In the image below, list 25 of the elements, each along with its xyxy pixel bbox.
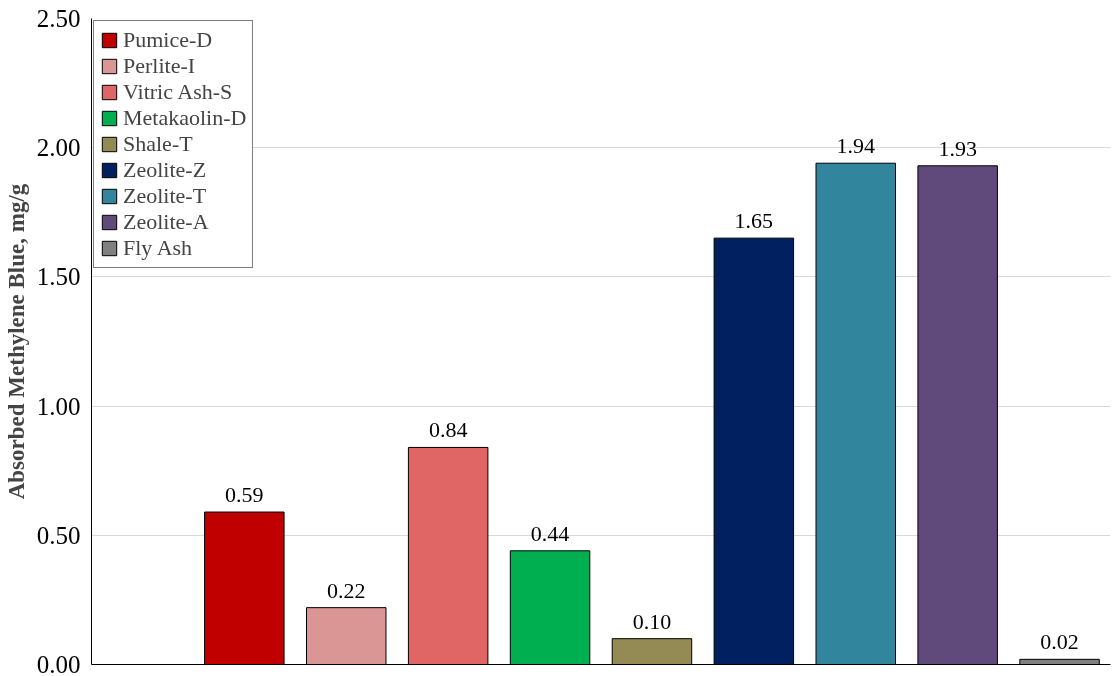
- legend-label: Pumice-D: [123, 27, 213, 53]
- y-tick-label: 0.00: [36, 651, 81, 676]
- legend-label: Zeolite-A: [123, 209, 209, 235]
- data-label: 0.84: [428, 417, 468, 443]
- legend-label: Zeolite-T: [123, 183, 207, 209]
- legend-label: Perlite-I: [123, 53, 196, 79]
- legend-label: Vitric Ash-S: [123, 79, 233, 105]
- legend-label: Metakaolin-D: [123, 105, 247, 131]
- legend-label: Zeolite-Z: [123, 157, 207, 183]
- data-label: 0.44: [530, 520, 570, 546]
- data-label: 0.02: [1040, 629, 1079, 655]
- legend-label: Shale-T: [123, 131, 193, 157]
- y-tick-label: 1.00: [36, 392, 81, 420]
- data-label: 0.59: [225, 482, 264, 508]
- data-label: 1.93: [938, 135, 977, 161]
- y-axis-title: Absorbed Methylene Blue, mg/g: [3, 183, 29, 500]
- legend-label: Fly Ash: [123, 235, 193, 261]
- y-tick-label: 2.50: [36, 5, 81, 32]
- y-tick-label: 1.50: [36, 263, 81, 291]
- data-label: 1.65: [734, 208, 774, 234]
- data-label: 0.10: [632, 608, 672, 634]
- y-tick-label: 0.50: [36, 521, 81, 549]
- data-label: 0.22: [327, 577, 366, 603]
- data-label: 1.94: [836, 133, 875, 159]
- y-tick-label: 2.00: [36, 134, 81, 162]
